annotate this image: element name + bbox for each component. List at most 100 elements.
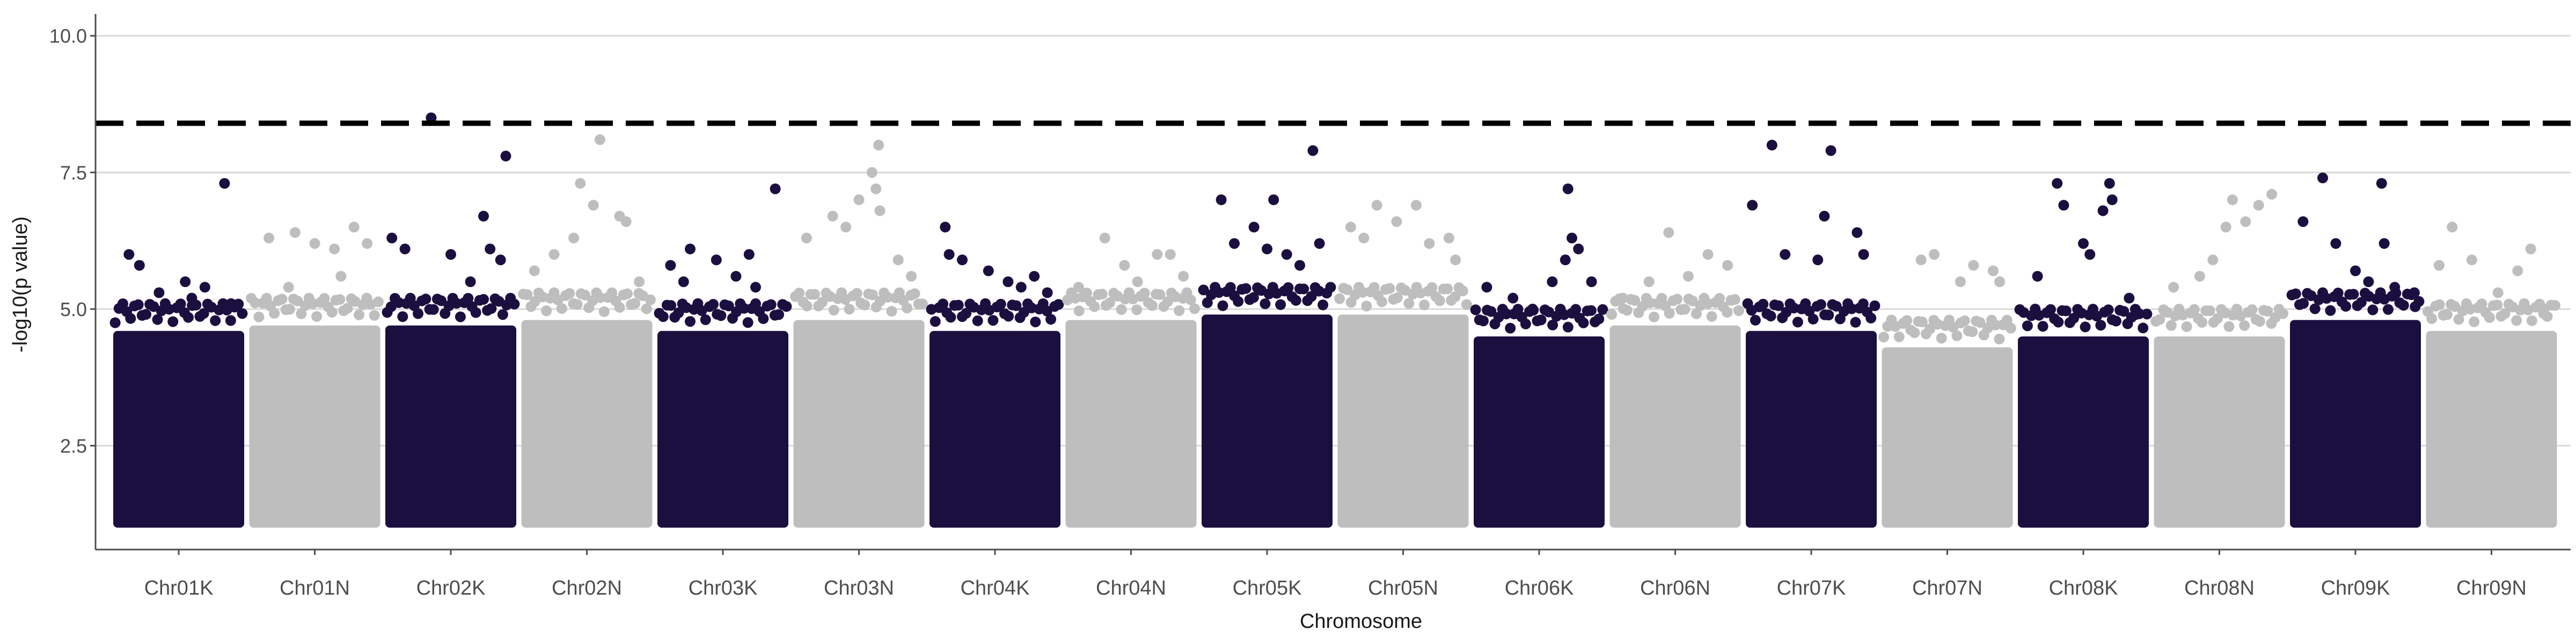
data-point (1240, 283, 1252, 294)
data-point (495, 254, 506, 266)
data-point (2106, 194, 2118, 206)
data-point (882, 291, 894, 303)
data-point (2538, 303, 2550, 314)
data-point (809, 289, 820, 300)
data-point (541, 305, 552, 317)
axes (94, 14, 2571, 551)
data-point (1131, 304, 1143, 316)
point-cloud-chr05k (1202, 314, 1333, 528)
data-point (1850, 317, 1861, 328)
data-point (1702, 249, 1714, 260)
y-tick-label: 2.5 (60, 435, 87, 457)
data-point (2350, 265, 2361, 276)
data-point (711, 254, 722, 266)
x-tick-labels: Chr01K Chr01N Chr02K Chr02N Chr03K Chr03N Chr0… (144, 550, 2527, 599)
data-point (1815, 299, 1826, 310)
data-point (743, 249, 755, 260)
data-point (1132, 276, 1143, 287)
data-point (770, 183, 781, 194)
data-point (2389, 282, 2401, 293)
data-point (1290, 295, 1301, 306)
data-point (995, 298, 1006, 310)
data-point (840, 222, 852, 233)
data-point (1644, 297, 1656, 309)
data-point (2433, 260, 2445, 271)
x-tick-label: Chr06K (1505, 577, 1574, 599)
data-point (1915, 254, 1927, 266)
data-point (1477, 315, 1489, 326)
data-point (1470, 304, 1481, 316)
data-point (1501, 308, 1512, 319)
data-point (1189, 303, 1200, 314)
data-point (225, 298, 237, 309)
data-point (2005, 323, 2016, 334)
data-point (685, 316, 696, 327)
x-tick-label: Chr07K (1777, 577, 1846, 599)
y-tick-label: 10.0 (49, 25, 87, 47)
data-point (1099, 232, 1110, 244)
x-tick-label: Chr04K (961, 577, 1030, 599)
data-point (773, 309, 785, 320)
data-point (906, 270, 917, 282)
data-point (1371, 200, 1382, 211)
data-point (2441, 309, 2453, 320)
data-point (1248, 222, 1260, 233)
data-point (1174, 305, 1185, 316)
data-point (765, 299, 777, 310)
data-point (1780, 249, 1791, 260)
data-point (1216, 194, 1227, 206)
data-point (1139, 288, 1150, 299)
data-point (1281, 249, 1292, 260)
data-point (1968, 260, 1979, 271)
data-point (334, 294, 346, 305)
data-point (2001, 314, 2012, 326)
data-point (292, 295, 303, 306)
data-point (2197, 317, 2208, 328)
data-point (1089, 301, 1100, 312)
y-axis-title: -log10(p value) (9, 216, 32, 352)
outlier-points (123, 112, 2550, 320)
data-point (1314, 238, 1325, 249)
data-point (198, 308, 209, 319)
data-point (2138, 323, 2149, 334)
data-point (1334, 293, 1345, 304)
point-cloud-chr01n (249, 325, 380, 528)
data-point (1714, 292, 1725, 304)
data-point (2492, 299, 2503, 311)
data-point (1165, 249, 1176, 260)
data-point (1260, 298, 1271, 310)
data-point (1073, 282, 1084, 293)
data-point (2525, 243, 2536, 254)
data-point (1606, 309, 1618, 320)
data-point (2168, 282, 2179, 293)
data-point (1384, 283, 1395, 294)
data-point (117, 298, 128, 309)
data-point (455, 311, 466, 323)
x-tick-label: Chr05N (1368, 577, 1438, 599)
x-tick-label: Chr08N (2184, 577, 2255, 599)
data-point (1901, 315, 1913, 326)
data-point (1987, 265, 1999, 276)
data-point (1233, 296, 1244, 307)
data-point (408, 300, 420, 311)
data-point (1706, 311, 1717, 322)
data-point (1812, 254, 1824, 266)
data-point (645, 294, 656, 305)
point-cloud-chr08n (2154, 336, 2285, 528)
data-point (943, 249, 955, 260)
data-point (1450, 291, 1461, 303)
point-cloud-chr04n (1065, 320, 1197, 528)
data-point (575, 178, 586, 189)
data-point (2097, 205, 2109, 216)
data-point (859, 299, 870, 311)
data-point (2348, 289, 2359, 300)
data-point (2068, 312, 2080, 324)
data-point (1457, 286, 1468, 297)
x-tick-label: Chr09K (2321, 577, 2390, 599)
x-axis-title: Chromosome (1300, 610, 1422, 633)
data-point (1424, 238, 1435, 249)
data-point (1505, 323, 1516, 334)
data-point (1185, 294, 1196, 305)
data-point (1679, 304, 1690, 315)
data-point (827, 210, 838, 222)
